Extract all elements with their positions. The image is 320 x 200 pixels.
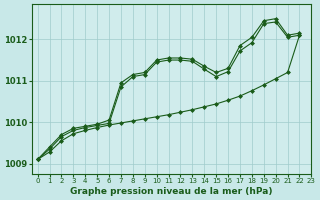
X-axis label: Graphe pression niveau de la mer (hPa): Graphe pression niveau de la mer (hPa): [70, 187, 273, 196]
